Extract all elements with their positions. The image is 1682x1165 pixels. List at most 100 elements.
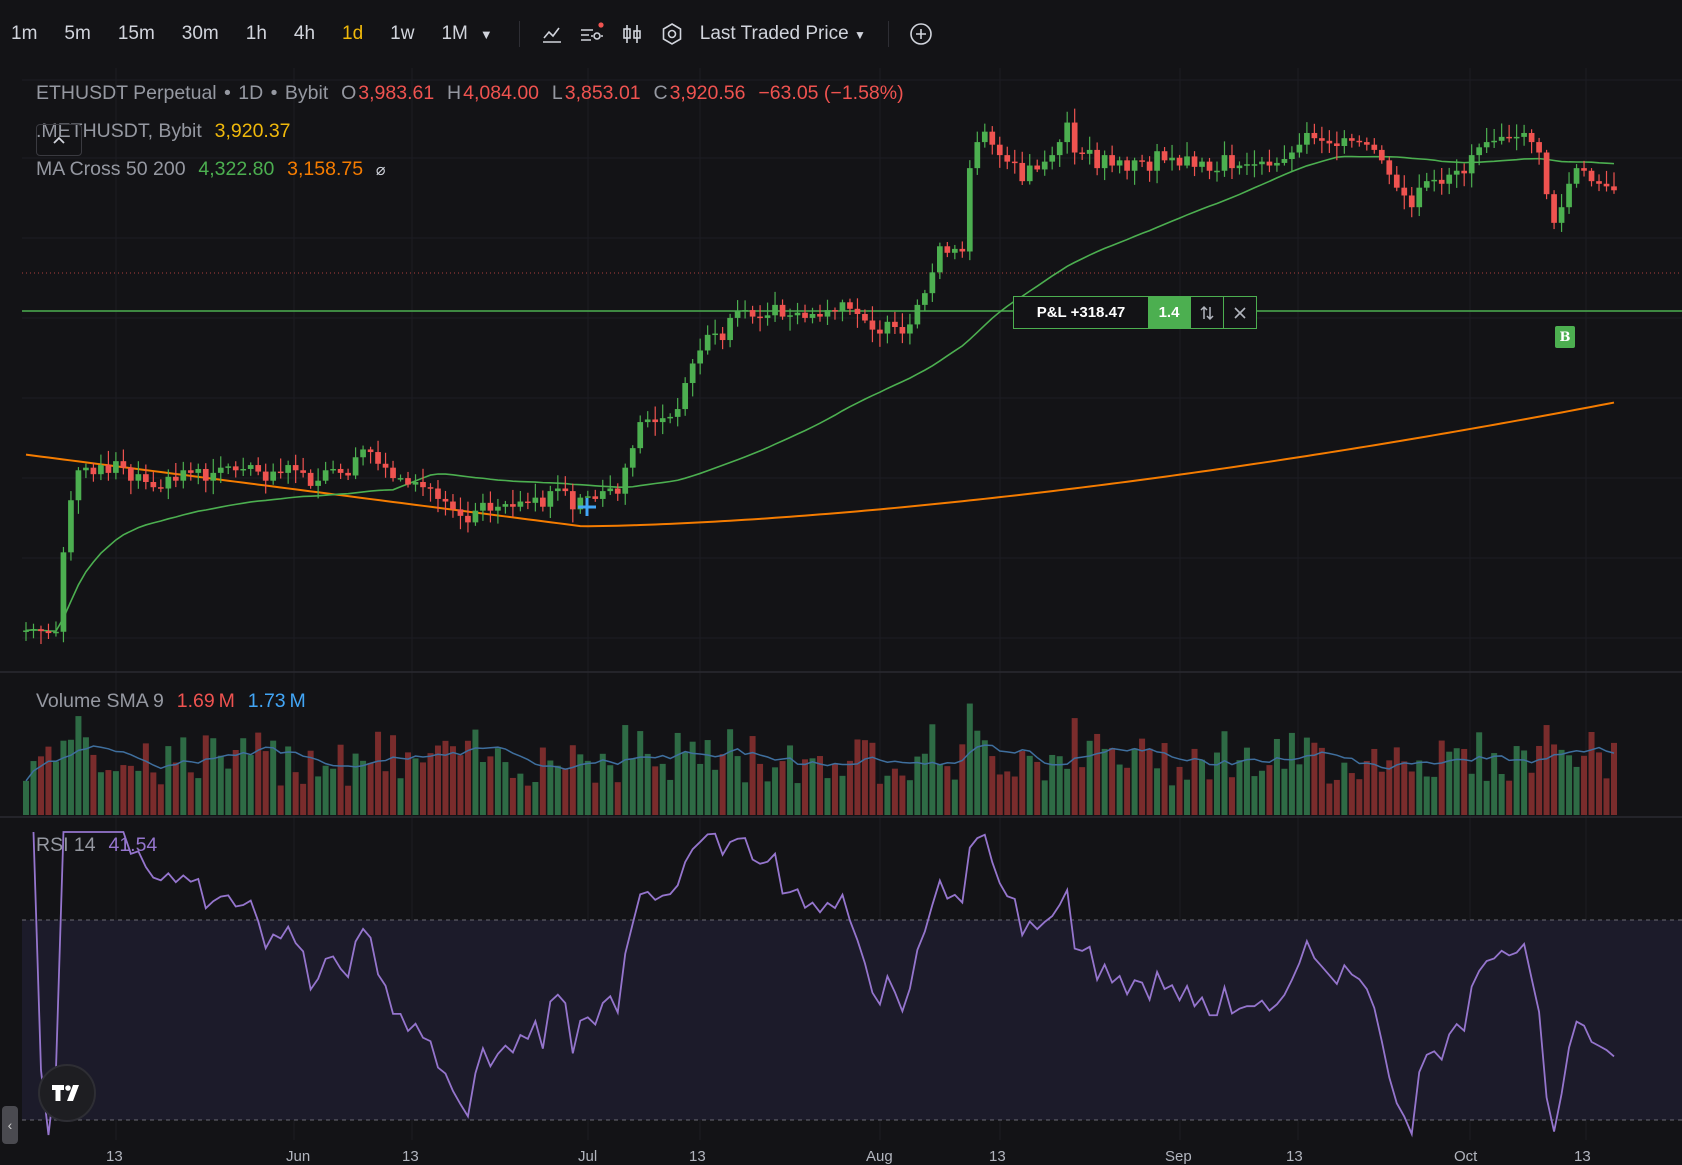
alerts-icon[interactable]: [578, 20, 606, 48]
candle-body: [75, 470, 82, 501]
candle-body: [742, 310, 748, 312]
candle-body: [495, 506, 501, 511]
candle-body: [1334, 143, 1340, 146]
volume-bar: [1423, 776, 1430, 815]
ma-hidden-icon[interactable]: ⌀: [375, 162, 386, 179]
candle-body: [1483, 142, 1490, 148]
volume-bars: [23, 703, 1617, 815]
candle-body: [1064, 122, 1071, 143]
volume-bar: [150, 772, 157, 815]
volume-bar: [547, 760, 554, 815]
volume-bar: [142, 743, 149, 815]
reverse-position-icon[interactable]: [1190, 297, 1223, 328]
x-axis-label: Sep: [1165, 1148, 1192, 1165]
close-position-icon[interactable]: [1223, 297, 1256, 328]
volume-bar: [1521, 750, 1528, 815]
indicators-icon[interactable]: [538, 20, 566, 48]
candle-body: [1184, 156, 1190, 166]
rsi-line: [32, 831, 1615, 1138]
volume-bar: [1071, 718, 1078, 815]
timeframe-1h[interactable]: 1h: [245, 23, 267, 44]
settings-icon[interactable]: [658, 20, 686, 48]
position-qty[interactable]: 1.4: [1148, 297, 1190, 328]
volume-bar: [779, 761, 786, 815]
position-pnl-widget[interactable]: P&L +318.47 1.4: [1013, 296, 1257, 329]
candle-body: [1536, 142, 1542, 153]
sidebar-toggle-icon[interactable]: ‹: [2, 1106, 18, 1144]
volume-bar: [494, 748, 501, 815]
add-icon[interactable]: [907, 20, 935, 48]
price-chart[interactable]: [0, 68, 1682, 1160]
collapse-legend-button[interactable]: [36, 124, 82, 156]
x-axis-label: 13: [1574, 1148, 1591, 1165]
volume-bar: [1356, 779, 1363, 815]
volume-bar: [989, 756, 996, 815]
volume-bar: [165, 746, 172, 815]
volume-bar: [1528, 772, 1535, 815]
candle-body: [569, 491, 576, 510]
volume-bar: [539, 747, 546, 815]
timeframe-30m[interactable]: 30m: [181, 23, 219, 44]
volume-bar: [1611, 742, 1617, 815]
candle-body: [884, 321, 891, 334]
candle-body: [1378, 149, 1385, 161]
candle-body: [794, 312, 801, 316]
volume-bar: [704, 740, 711, 815]
candle-body: [510, 504, 516, 507]
candle-body: [1019, 162, 1026, 182]
candle-body: [1289, 152, 1295, 160]
timeframe-1m[interactable]: 1m: [11, 23, 38, 44]
volume-bar: [906, 780, 913, 815]
x-axis-label: Aug: [866, 1148, 893, 1165]
candle-body: [465, 515, 471, 523]
ma-name[interactable]: MA Cross 50 200: [36, 158, 186, 180]
timeframe-1M[interactable]: 1M: [441, 23, 468, 44]
volume-name[interactable]: Volume SMA 9: [36, 690, 164, 712]
volume-bar: [502, 762, 509, 815]
volume-bar: [1124, 767, 1131, 815]
volume-bar: [884, 775, 891, 815]
candle-body: [390, 467, 396, 479]
candle-body: [1498, 136, 1505, 141]
volume-bar: [1491, 753, 1498, 815]
chart-type-icon[interactable]: [618, 20, 646, 48]
volume-bar: [1258, 770, 1265, 815]
candle-body: [1326, 140, 1333, 144]
buy-marker[interactable]: B: [1555, 326, 1575, 348]
rsi-name[interactable]: RSI 14: [36, 834, 96, 856]
symbol-name[interactable]: ETHUSDT Perpetual: [36, 82, 217, 104]
candle-body: [83, 467, 89, 471]
candle-body: [1528, 132, 1535, 143]
candle-body: [60, 552, 67, 632]
volume-bar: [1461, 748, 1468, 815]
candle-body: [832, 310, 838, 312]
timeframe-5m[interactable]: 5m: [64, 23, 91, 44]
timeframe-dropdown-icon[interactable]: ▼: [479, 26, 493, 42]
timeframe-15m[interactable]: 15m: [117, 23, 155, 44]
chevron-up-icon: [53, 136, 65, 144]
candle-body: [502, 504, 509, 507]
candle-body: [854, 308, 861, 314]
candle-body: [68, 500, 74, 553]
volume-bar: [936, 764, 943, 815]
candle-body: [23, 630, 29, 632]
price-type-select[interactable]: Last Traded Price ▼: [699, 23, 866, 44]
timeframe-4h[interactable]: 4h: [293, 23, 316, 44]
volume-bar: [1011, 776, 1018, 815]
volume-bar: [217, 755, 224, 815]
timeframe-1w[interactable]: 1w: [390, 23, 415, 44]
candle-body: [1304, 132, 1310, 145]
candle-body: [525, 501, 531, 504]
volume-bar: [607, 765, 614, 815]
timeframe-1d[interactable]: 1d: [342, 23, 364, 44]
candle-body: [659, 418, 666, 423]
candle-body: [734, 311, 741, 318]
candle-body: [360, 449, 366, 458]
candle-body: [202, 468, 209, 481]
candle-body: [1566, 183, 1572, 208]
ma50-value: 4,322.80: [198, 158, 275, 180]
mark-symbol[interactable]: .METHUSDT, Bybit: [36, 120, 202, 142]
tradingview-logo[interactable]: [38, 1064, 96, 1122]
volume-bar: [682, 751, 689, 815]
rsi-value: 41.54: [108, 834, 158, 856]
